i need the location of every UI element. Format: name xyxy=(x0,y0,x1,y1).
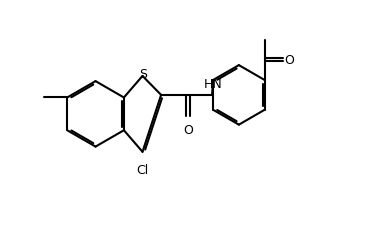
Text: Cl: Cl xyxy=(136,163,149,176)
Text: S: S xyxy=(140,68,148,81)
Text: HN: HN xyxy=(203,77,222,90)
Text: O: O xyxy=(285,54,294,67)
Text: O: O xyxy=(183,124,193,137)
